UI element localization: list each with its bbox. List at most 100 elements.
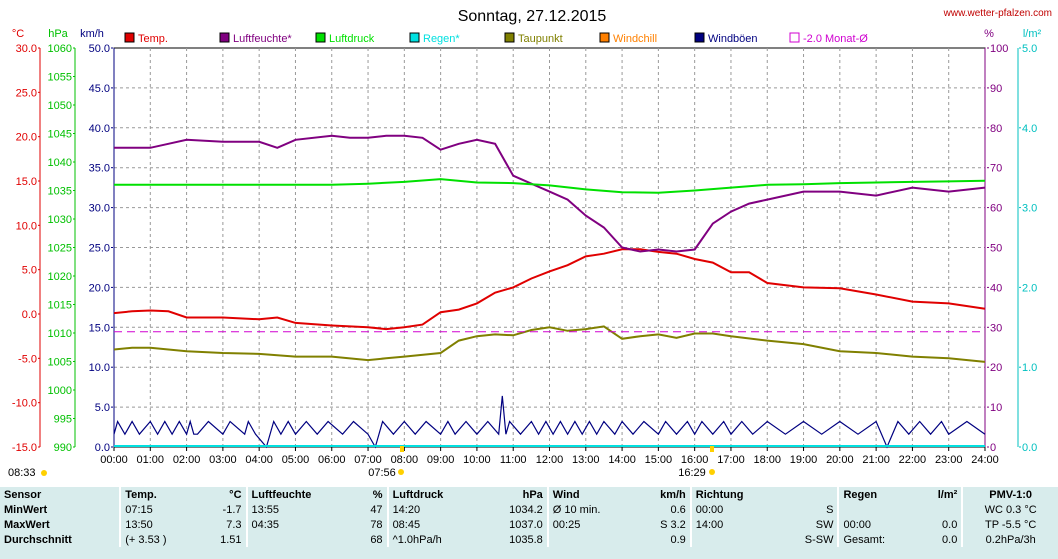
hpa-tick-label: 1010 [48, 328, 72, 340]
table-row: MinWert 07:15 -1.7 13:55 47 14:20 1034.2… [0, 502, 1058, 517]
rain-tick-label: 5.0 [1022, 43, 1037, 55]
legend-label: Luftdruck [329, 33, 375, 45]
x-tick-label: 00:00 [100, 454, 128, 466]
pct-tick-label: 40 [990, 282, 1002, 294]
legend-label: Windböen [708, 33, 758, 45]
hdr-press-unit: hPa [522, 488, 543, 501]
legend-label: Windchill [613, 33, 657, 45]
hpa-tick-label: 1030 [48, 214, 72, 226]
series-line [114, 134, 986, 253]
legend-label: -2.0 Monat-Ø [803, 33, 868, 45]
hpa-tick-label: 1005 [48, 357, 72, 369]
legend-label: Regen* [423, 33, 460, 45]
x-tick-label: 10:00 [463, 454, 491, 466]
hdr-rain-unit: l/m² [937, 488, 958, 501]
x-tick-label: 18:00 [753, 454, 781, 466]
hpa-tick-label: 1035 [48, 186, 72, 198]
hpa-unit: hPa [48, 28, 68, 40]
pct-unit: % [984, 28, 994, 40]
hdr-press: Luftdruck [386, 487, 482, 502]
kmh-tick-label: 20.0 [89, 282, 110, 294]
axes: 30.0 25.0 20.0 15.0 10.0 5.0 0.0 -5.0 -10.0 -15.0… [12, 43, 1037, 466]
series-line [113, 248, 986, 331]
temp-tick-label: 25.0 [16, 87, 37, 99]
legend-swatch [409, 32, 420, 43]
legend-swatch [219, 32, 230, 43]
sunrise-label: 08:33 [8, 467, 36, 479]
pct-tick-label: 0 [990, 442, 996, 454]
hpa-tick-label: 1020 [48, 271, 72, 283]
x-tick-label: 15:00 [645, 454, 673, 466]
pct-tick-label: 80 [990, 123, 1002, 135]
hdr-hum-unit: % [372, 488, 383, 501]
x-tick-label: 03:00 [209, 454, 237, 466]
pct-tick-label: 50 [990, 243, 1002, 255]
hdr-wind-unit: km/h [660, 488, 686, 501]
hdr-sensor: Sensor [4, 488, 42, 501]
hpa-tick-label: 1000 [48, 385, 72, 397]
series-line [113, 325, 986, 363]
hdr-rain: Regen [837, 487, 918, 502]
x-tick-label: 11:00 [500, 454, 527, 466]
rain-unit: l/m² [1023, 28, 1042, 40]
pct-tick-label: 20 [990, 362, 1002, 374]
temp-tick-label: 10.0 [16, 220, 37, 232]
kmh-tick-label: 0.0 [95, 442, 110, 454]
x-tick-label: 12:00 [536, 454, 564, 466]
legend-swatch [315, 32, 326, 43]
rain-tick-label: 4.0 [1022, 123, 1037, 135]
hpa-tick-label: 995 [54, 414, 72, 426]
x-tick-label: 16:00 [681, 454, 709, 466]
kmh-tick-label: 40.0 [89, 123, 110, 135]
series-layer [113, 134, 986, 449]
legend-swatch [599, 32, 610, 43]
kmh-tick-label: 25.0 [89, 243, 110, 255]
hpa-tick-label: 1050 [48, 100, 72, 112]
sun-icon [709, 469, 715, 475]
dawn-label: 07:56 [368, 467, 396, 479]
pct-tick-label: 10 [990, 402, 1002, 414]
x-tick-label: 20:00 [826, 454, 854, 466]
temp-tick-label: 30.0 [16, 43, 37, 55]
temp-tick-label: -15.0 [12, 442, 37, 454]
x-tick-label: 09:00 [427, 454, 455, 466]
x-tick-label: 06:00 [318, 454, 346, 466]
site-link[interactable]: www.wetter-pfalzen.com [943, 8, 1052, 19]
dawn-marker [400, 446, 404, 452]
legend-label: Taupunkt [518, 33, 563, 45]
legend-swatch [124, 32, 135, 43]
x-tick-label: 22:00 [899, 454, 927, 466]
hpa-tick-label: 1025 [48, 243, 72, 255]
x-tick-label: 19:00 [790, 454, 818, 466]
kmh-tick-label: 15.0 [89, 322, 110, 334]
hpa-tick-label: 990 [54, 442, 72, 454]
pct-tick-label: 70 [990, 163, 1002, 175]
series-line [113, 395, 986, 449]
temp-tick-label: 15.0 [16, 176, 37, 188]
series-line [114, 178, 986, 194]
legend-swatch [504, 32, 515, 43]
legend-swatch [694, 32, 705, 43]
hpa-tick-label: 1055 [48, 72, 72, 84]
hdr-dir: Richtung [689, 487, 780, 502]
hpa-tick-label: 1060 [48, 43, 72, 55]
hdr-hum: Luftfeuchte [245, 487, 355, 502]
x-tick-label: 01:00 [137, 454, 165, 466]
pct-tick-label: 100 [990, 43, 1008, 55]
legend-label: Temp. [138, 33, 168, 45]
hdr-wind: Wind [546, 487, 637, 502]
hpa-tick-label: 1040 [48, 157, 72, 169]
temp-tick-label: -10.0 [12, 398, 37, 410]
legend: Temp. Luftfeuchte* Luftdruck Regen* Taupunkt… [124, 32, 868, 45]
x-tick-label: 04:00 [245, 454, 273, 466]
legend-swatch [789, 32, 800, 43]
rain-tick-label: 3.0 [1022, 203, 1037, 215]
dusk-marker [710, 446, 714, 452]
kmh-unit: km/h [80, 28, 104, 40]
kmh-tick-label: 45.0 [89, 83, 110, 95]
hpa-tick-label: 1015 [48, 300, 72, 312]
x-tick-label: 02:00 [173, 454, 201, 466]
x-tick-label: 23:00 [935, 454, 963, 466]
hpa-tick-label: 1045 [48, 129, 72, 141]
kmh-tick-label: 50.0 [89, 43, 110, 55]
